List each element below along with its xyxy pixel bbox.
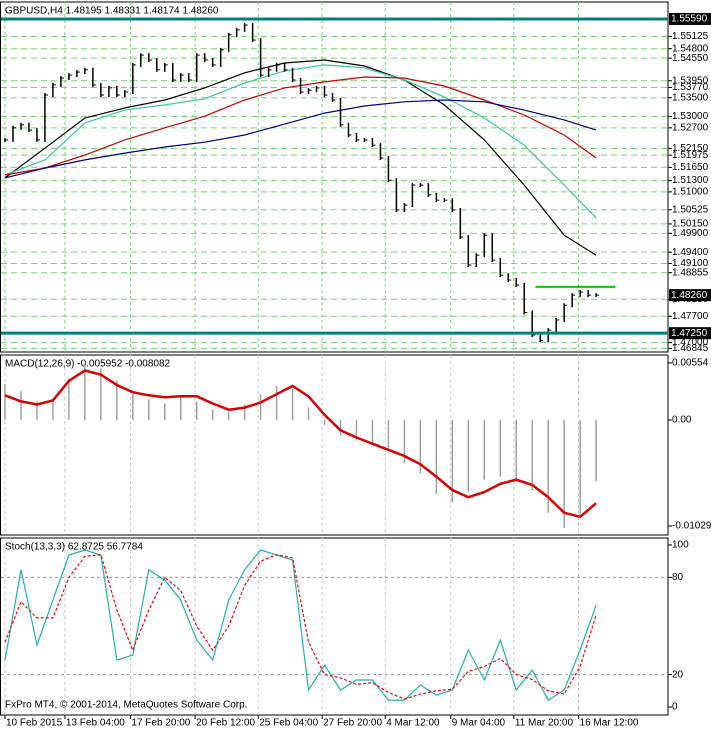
y-tick-label: 1.50525 [672,204,709,215]
x-tick-label: 10 Feb 2015 [6,718,63,729]
y-tick-label: 1.52700 [672,122,709,133]
x-tick-label: 9 Mar 04:00 [452,718,506,729]
panel-title: GBPUSD,H4 1.48195 1.48331 1.48174 1.4826… [5,6,219,17]
last-price-box [669,289,711,302]
y-tick-label: 0.00554 [672,358,709,369]
y-tick-label: 1.47700 [672,311,709,322]
y-tick-label: 1.50150 [672,219,709,230]
y-tick-label: 20 [672,669,684,680]
y-tick-label: 1.54800 [672,43,709,54]
y-tick-label: 0.00 [672,415,692,426]
x-tick-label: 27 Feb 20:00 [323,718,382,729]
last-price-label: 1.48260 [671,290,708,301]
x-tick-label: 11 Mar 20:00 [515,718,574,729]
y-tick-label: 1.52150 [672,143,709,154]
panel-title: MACD(12,26,9) -0.005952 -0.008082 [5,359,171,370]
stoch-line [4,554,597,700]
x-tick-label: 20 Feb 12:00 [196,718,255,729]
x-tick-label: 4 Mar 12:00 [386,718,440,729]
x-tick-label: 17 Feb 20:00 [131,718,190,729]
y-tick-label: 1.48855 [672,267,709,278]
y-tick-label: 1.49900 [672,228,709,239]
y-tick-label: 80 [672,572,684,583]
moving-average [4,99,597,179]
moving-average [4,64,597,219]
y-tick-label: 1.54550 [672,53,709,64]
y-tick-label: 100 [672,540,689,551]
level-label: 1.47250 [671,328,708,339]
y-tick-label: -0.010296 [672,521,711,532]
y-tick-label: 1.46845 [672,343,709,354]
y-tick-label: 0 [672,702,678,713]
y-tick-label: 1.53000 [672,111,709,122]
level-label-box [669,327,711,340]
copyright-note: FxPro MT4, © 2001-2014, MetaQuotes Softw… [5,700,247,711]
x-tick-label: 13 Feb 04:00 [66,718,125,729]
y-tick-label: 1.51300 [672,175,709,186]
y-tick-label: 1.53500 [672,92,709,103]
y-tick-label: 1.51000 [672,187,709,198]
y-tick-label: 1.49100 [672,258,709,269]
moving-average [4,76,597,176]
level-label-box [669,12,711,25]
y-tick-label: 1.51650 [672,162,709,173]
panel-title: Stoch(13,3,3) 62.8725 56.7784 [5,542,143,553]
y-tick-label: 1.53950 [672,75,709,86]
x-tick-label: 25 Feb 04:00 [259,718,318,729]
level-label: 1.55590 [671,14,708,25]
x-tick-label: 16 Mar 12:00 [580,718,639,729]
y-tick-label: 1.49400 [672,247,709,258]
stoch-line [4,549,597,701]
y-tick-label: 1.55125 [672,31,709,42]
y-tick-label: 1.47000 [672,337,709,348]
moving-average [4,59,597,256]
y-tick-label: 1.51975 [672,150,709,161]
y-tick-label: 1.53770 [672,82,709,93]
macd-signal [4,369,597,519]
